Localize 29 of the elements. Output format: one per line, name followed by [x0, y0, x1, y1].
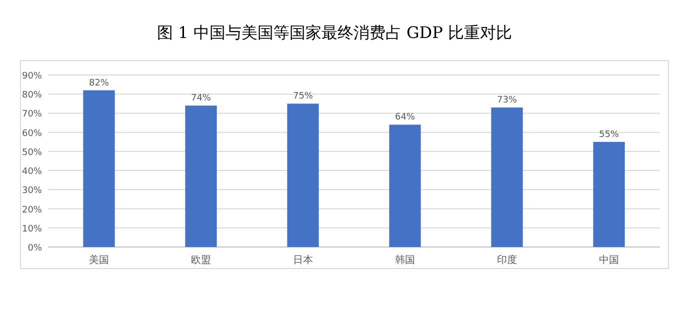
y-tick-label: 80%: [22, 90, 42, 101]
x-tick-label: 美国: [89, 254, 109, 266]
bar: [491, 107, 523, 247]
y-tick-label: 0%: [28, 244, 42, 254]
chart-title: 图 1 中国与美国等国家最终消费占 GDP 比重对比: [157, 23, 512, 42]
y-tick-label: 60%: [22, 128, 42, 139]
bar: [389, 124, 421, 247]
y-tick-label: 50%: [22, 148, 42, 158]
x-tick-label: 印度: [497, 254, 517, 266]
bar: [185, 106, 217, 247]
y-tick-label: 30%: [22, 186, 42, 196]
data-label: 75%: [292, 92, 314, 102]
data-label: 64%: [394, 112, 416, 123]
data-label: 73%: [496, 95, 518, 106]
x-tick-label: 欧盟: [191, 254, 211, 266]
data-label: 74%: [190, 94, 212, 104]
bar: [593, 142, 625, 247]
x-tick-label: 日本: [293, 254, 313, 266]
y-tick-label: 40%: [22, 167, 42, 178]
y-tick-label: 70%: [22, 110, 42, 120]
y-tick-label: 10%: [22, 224, 42, 234]
x-tick-label: 韩国: [395, 254, 415, 266]
data-label: 55%: [598, 130, 620, 140]
x-tick-label: 中国: [599, 254, 619, 266]
bar: [287, 104, 319, 247]
y-tick-label: 20%: [22, 205, 42, 216]
y-tick-label: 90%: [22, 72, 42, 82]
bar: [83, 90, 115, 247]
data-label: 82%: [88, 78, 110, 88]
